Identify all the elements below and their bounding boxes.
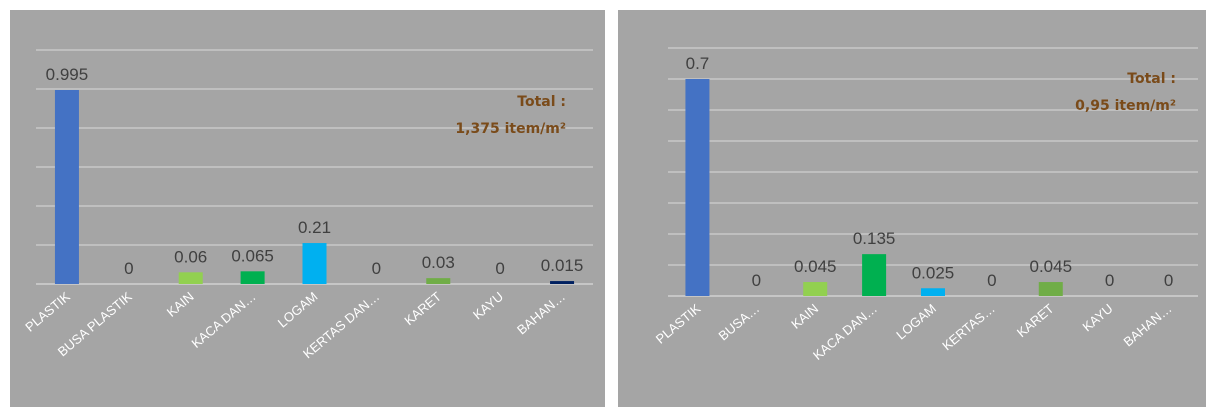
- bar: [550, 281, 575, 284]
- data-label: 0.065: [231, 246, 274, 265]
- x-tick-label: KARET: [1014, 301, 1057, 340]
- x-tick-label: KAIN: [788, 301, 821, 332]
- x-tick-label: KACA DAN…: [810, 301, 880, 363]
- data-label: 0: [1164, 271, 1173, 290]
- x-tick-label: LOGAM: [275, 289, 321, 331]
- data-label: 0: [372, 259, 381, 278]
- x-tick-label: BAHAN…: [1121, 301, 1175, 350]
- data-label: 0.135: [853, 229, 896, 248]
- data-label: 0.06: [174, 247, 207, 266]
- chart-panel-right: 0.7 PLASTIK 0 BUSA… 0.045 KAIN 0.135 KACA DAN… 0…: [618, 10, 1206, 407]
- data-label: 0: [1105, 271, 1114, 290]
- x-tick-label: KAIN: [164, 289, 197, 320]
- total-annotation: 1,375 item/m²: [455, 121, 566, 137]
- bar: [302, 243, 327, 284]
- data-label: 0: [752, 271, 761, 290]
- data-label: 0.045: [1030, 257, 1073, 276]
- x-tick-label: KAYU: [1080, 301, 1116, 335]
- data-label: 0.21: [298, 218, 331, 237]
- x-tick-label: PLASTIK: [22, 289, 73, 335]
- bar: [178, 272, 203, 284]
- bar: [862, 254, 887, 296]
- x-tick-label: KARET: [401, 289, 444, 328]
- data-label: 0.995: [46, 65, 89, 84]
- data-label: 0: [495, 259, 504, 278]
- data-label: 0.03: [422, 253, 455, 272]
- x-tick-label: KERTAS…: [939, 301, 998, 354]
- bar: [1038, 282, 1063, 296]
- bar: [803, 282, 828, 296]
- chart-panel-left: 0.995 PLASTIK 0 BUSA PLASTIK 0.06 KAIN 0.065 KA…: [10, 10, 605, 407]
- total-annotation: Total :: [517, 94, 566, 110]
- x-tick-label: KACA DAN…: [189, 289, 259, 351]
- bar: [921, 288, 945, 296]
- data-label: 0.015: [541, 256, 584, 275]
- bar: [54, 89, 79, 284]
- data-label: 0.045: [794, 257, 837, 276]
- bar-chart-right: 0.7 PLASTIK 0 BUSA… 0.045 KAIN 0.135 KACA DAN… 0…: [653, 47, 1198, 363]
- x-tick-label: BAHAN…: [514, 289, 568, 338]
- data-label: 0: [987, 271, 996, 290]
- bar: [685, 79, 710, 296]
- bar: [240, 271, 265, 284]
- x-tick-label: LOGAM: [893, 301, 939, 343]
- total-annotation: 0,95 item/m²: [1075, 98, 1176, 114]
- x-tick-label: BUSA…: [716, 301, 763, 344]
- data-label: 0.7: [686, 54, 710, 73]
- x-tick-label: PLASTIK: [653, 301, 704, 347]
- data-label: 0: [124, 259, 133, 278]
- x-tick-label: KAYU: [470, 289, 506, 323]
- bar: [426, 278, 451, 284]
- data-label: 0.025: [912, 263, 955, 282]
- total-annotation: Total :: [1127, 71, 1176, 87]
